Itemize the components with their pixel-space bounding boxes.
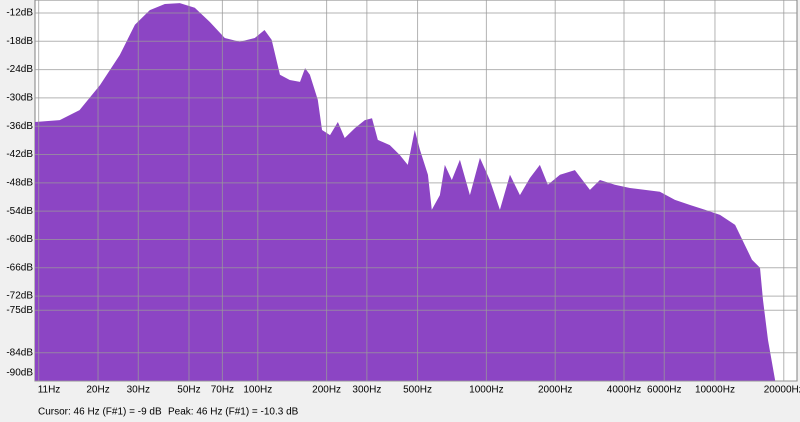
y-tick-label: -12dB (6, 8, 33, 19)
x-tick-label: 1000Hz (469, 385, 503, 396)
x-tick-label: 100Hz (243, 385, 272, 396)
y-tick-label: -18dB (6, 36, 33, 47)
y-tick-label: -42dB (6, 149, 33, 160)
y-tick-label: -54dB (6, 206, 33, 217)
x-tick-label: 20Hz (86, 385, 109, 396)
y-tick-label: -48dB (6, 177, 33, 188)
y-tick-label: -66dB (6, 262, 33, 273)
y-tick-label: -75dB (6, 305, 33, 316)
x-tick-label: 300Hz (352, 385, 381, 396)
y-tick-label: -30dB (6, 93, 33, 104)
x-tick-label: 50Hz (177, 385, 200, 396)
x-tick-label: 30Hz (127, 385, 150, 396)
x-tick-label: 500Hz (403, 385, 432, 396)
x-tick-label: 2000Hz (538, 385, 572, 396)
y-tick-label: -90dB (6, 368, 33, 379)
x-tick-label: 11Hz (38, 385, 61, 396)
x-tick-label: 10000Hz (695, 385, 735, 396)
x-tick-label: 4000Hz (607, 385, 641, 396)
peak-status: Peak: 46 Hz (F#1) = -10.3 dB (168, 407, 299, 418)
x-tick-label: 6000Hz (647, 385, 681, 396)
x-tick-label: 70Hz (211, 385, 234, 396)
cursor-status: Cursor: 46 Hz (F#1) = -9 dB (38, 407, 162, 418)
x-tick-label: 200Hz (312, 385, 341, 396)
y-tick-label: -36dB (6, 121, 33, 132)
y-tick-label: -24dB (6, 64, 33, 75)
y-tick-label: -84dB (6, 347, 33, 358)
y-tick-label: -60dB (6, 234, 33, 245)
y-tick-label: -72dB (6, 291, 33, 302)
x-tick-label: 20000Hz (764, 385, 800, 396)
